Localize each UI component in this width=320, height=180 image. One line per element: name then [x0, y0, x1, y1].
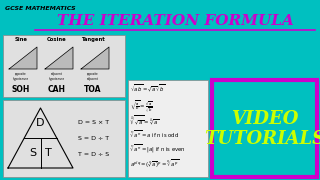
Text: D: D [36, 118, 45, 128]
Text: D = S × T: D = S × T [78, 120, 109, 125]
Bar [212, 80, 317, 177]
Text: Sine: Sine [14, 37, 28, 42]
Text: SOH: SOH [12, 85, 30, 94]
Text: T: T [45, 148, 52, 158]
Text: GCSE MATHEMATICS: GCSE MATHEMATICS [5, 6, 76, 11]
Text: opposite
adjacent: opposite adjacent [87, 72, 99, 81]
Text: $\sqrt[n]{a^n} = |a|$ if n is even: $\sqrt[n]{a^n} = |a|$ if n is even [130, 144, 186, 155]
Text: Cosine: Cosine [47, 37, 67, 42]
Text: TUTORIALS: TUTORIALS [204, 129, 320, 147]
Text: VIDEO: VIDEO [231, 109, 298, 127]
Text: CAH: CAH [48, 85, 66, 94]
Bar [3, 35, 125, 97]
Text: S = D ÷ T: S = D ÷ T [78, 136, 109, 141]
Text: $\sqrt[n]{a^n} = a$ if n is odd: $\sqrt[n]{a^n} = a$ if n is odd [130, 129, 179, 140]
Polygon shape [81, 47, 109, 69]
Text: $\sqrt[4]{\sqrt{a}} = \sqrt[4]{a}$: $\sqrt[4]{\sqrt{a}} = \sqrt[4]{a}$ [130, 114, 159, 127]
Polygon shape [45, 47, 73, 69]
Text: $\sqrt{ab} = \sqrt{a}\sqrt{b}$: $\sqrt{ab} = \sqrt{a}\sqrt{b}$ [130, 84, 165, 94]
Text: THE ITERATION FORMULA: THE ITERATION FORMULA [57, 14, 293, 28]
Bar [128, 80, 208, 177]
Text: $a^{p/q} = (\sqrt[q]{a})^p = \sqrt[q]{a^p}$: $a^{p/q} = (\sqrt[q]{a})^p = \sqrt[q]{a^… [130, 159, 180, 170]
Text: Tangent: Tangent [81, 37, 105, 42]
Text: $\sqrt{\frac{a}{b}} = \frac{\sqrt{a}}{\sqrt{b}}$: $\sqrt{\frac{a}{b}} = \frac{\sqrt{a}}{\s… [130, 99, 153, 114]
Polygon shape [9, 47, 37, 69]
Text: S: S [29, 148, 36, 158]
Text: TOA: TOA [84, 85, 102, 94]
Bar [3, 100, 125, 177]
Text: adjacent
hypotenuse: adjacent hypotenuse [49, 72, 65, 81]
Text: opposite
hypotenuse: opposite hypotenuse [13, 72, 29, 81]
Text: T = D ÷ S: T = D ÷ S [78, 152, 109, 157]
